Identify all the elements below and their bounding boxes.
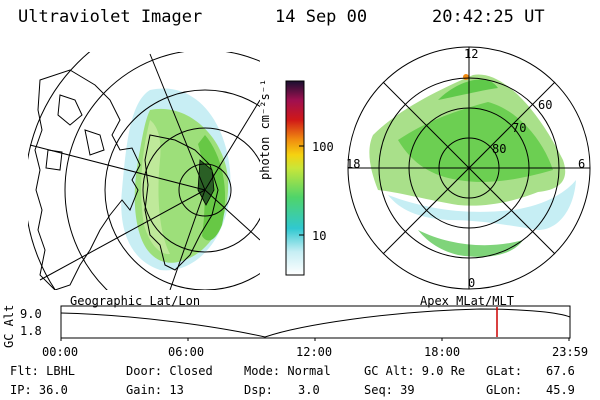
app-title: Ultraviolet Imager: [18, 7, 203, 27]
lat-label-70: 70: [512, 121, 527, 135]
timeline-ytick-max: 9.0: [20, 307, 42, 321]
info-glat-value: 67.6: [546, 364, 575, 378]
timeline-xtick-4: 23:59: [552, 345, 589, 359]
info-glat-label: GLat:: [486, 364, 523, 378]
timeline-right-title: Apex MLat/MLT: [420, 294, 514, 308]
info-ip: IP: 36.0: [10, 383, 68, 397]
mlt-label-18: 18: [346, 157, 361, 171]
polar-plot: [347, 46, 591, 290]
timeline-xtick-0: 00:00: [42, 345, 79, 359]
mlt-label-0: 0: [468, 276, 476, 290]
info-gain: Gain: 13: [126, 383, 184, 397]
info-glon-value: 45.9: [546, 383, 575, 397]
info-gc-alt: GC Alt: 9.0 Re: [364, 364, 466, 378]
timeline-xtick-1: 06:00: [168, 345, 205, 359]
info-seq: Seq: 39: [364, 383, 415, 397]
info-mode: Mode: Normal: [244, 364, 331, 378]
mlt-label-12: 12: [464, 47, 479, 61]
date-label: 14 Sep 00: [275, 7, 368, 27]
colorbar: [285, 80, 305, 276]
timeline-left-title: Geographic Lat/Lon: [70, 294, 201, 308]
info-glon-label: GLon:: [486, 383, 523, 397]
info-dsp-label: Dsp:: [244, 383, 273, 397]
timeline-xtick-2: 12:00: [296, 345, 333, 359]
timeline-xtick-3: 18:00: [424, 345, 461, 359]
timeline-plot: [60, 305, 571, 341]
timeline-ytick-min: 1.8: [20, 324, 42, 338]
colorbar-tick-10: 10: [312, 229, 327, 243]
timeline-axis-label: GC Alt: [2, 304, 16, 348]
colorbar-tick-100: 100: [312, 140, 334, 154]
geographic-map: [28, 52, 260, 290]
info-filter: Flt: LBHL: [10, 364, 76, 378]
info-door: Door: Closed: [126, 364, 213, 378]
time-label: 20:42:25 UT: [432, 7, 545, 27]
info-dsp-value: 3.0: [298, 383, 320, 397]
lat-label-80: 80: [492, 142, 507, 156]
colorbar-unit-label: photon cm⁻²s⁻¹: [258, 78, 272, 180]
lat-label-60: 60: [538, 98, 553, 112]
mlt-label-6: 6: [578, 157, 586, 171]
